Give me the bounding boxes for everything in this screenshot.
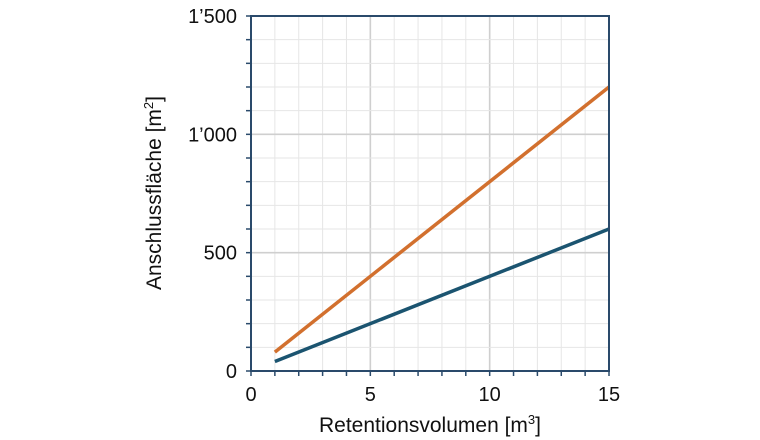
y-axis-label: Anschlussfläche [m2] xyxy=(141,96,166,290)
grid xyxy=(251,16,609,371)
plot-frame xyxy=(250,15,610,372)
y-tick-label: 0 xyxy=(226,361,237,383)
ticks xyxy=(246,15,610,376)
x-tick-label: 10 xyxy=(479,384,501,406)
x-tick-label: 5 xyxy=(365,384,376,406)
x-tick-label: 15 xyxy=(598,384,620,406)
y-tick-label: 500 xyxy=(204,243,237,265)
series-line-1 xyxy=(273,85,611,354)
series-line-2 xyxy=(274,227,610,364)
x-tick-label: 0 xyxy=(245,384,256,406)
series-group xyxy=(273,85,611,364)
y-tick-label: 1’000 xyxy=(188,124,237,146)
x-axis-label: Retentionsvolumen [m3] xyxy=(319,412,541,437)
y-tick-label: 1’500 xyxy=(188,6,237,28)
